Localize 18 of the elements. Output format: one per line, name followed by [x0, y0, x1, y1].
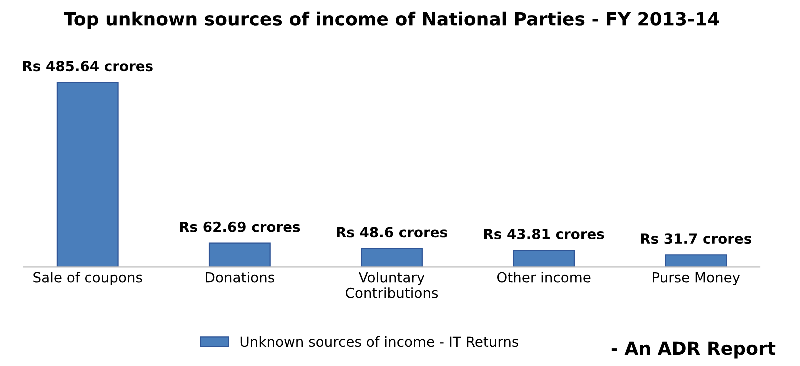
- data-label: Rs 43.81 crores: [484, 229, 604, 240]
- x-tick-label: Voluntary Contributions: [346, 272, 438, 298]
- legend-label: Unknown sources of income - IT Returns: [240, 336, 519, 348]
- data-label: Rs 31.7 crores: [641, 234, 752, 244]
- bar: [56, 82, 119, 268]
- data-label: Rs 62.69 crores: [180, 222, 300, 232]
- text: - An ADR Report: [612, 342, 776, 359]
- data-label: Rs 485.64 crores: [23, 61, 153, 72]
- bar: [665, 254, 728, 268]
- chart-title: Top unknown sources of income of National Parties - FY 2013-14: [64, 12, 720, 30]
- bar: [208, 242, 271, 268]
- x-tick-label: Donations: [206, 272, 274, 283]
- bar: [513, 250, 576, 268]
- x-tick-label: Sale of coupons: [34, 272, 142, 286]
- x-tick-label: Other income: [497, 272, 591, 283]
- data-label: Rs 48.6 crores: [337, 227, 448, 238]
- bar: [361, 248, 423, 268]
- x-tick-label: Purse Money: [653, 272, 740, 286]
